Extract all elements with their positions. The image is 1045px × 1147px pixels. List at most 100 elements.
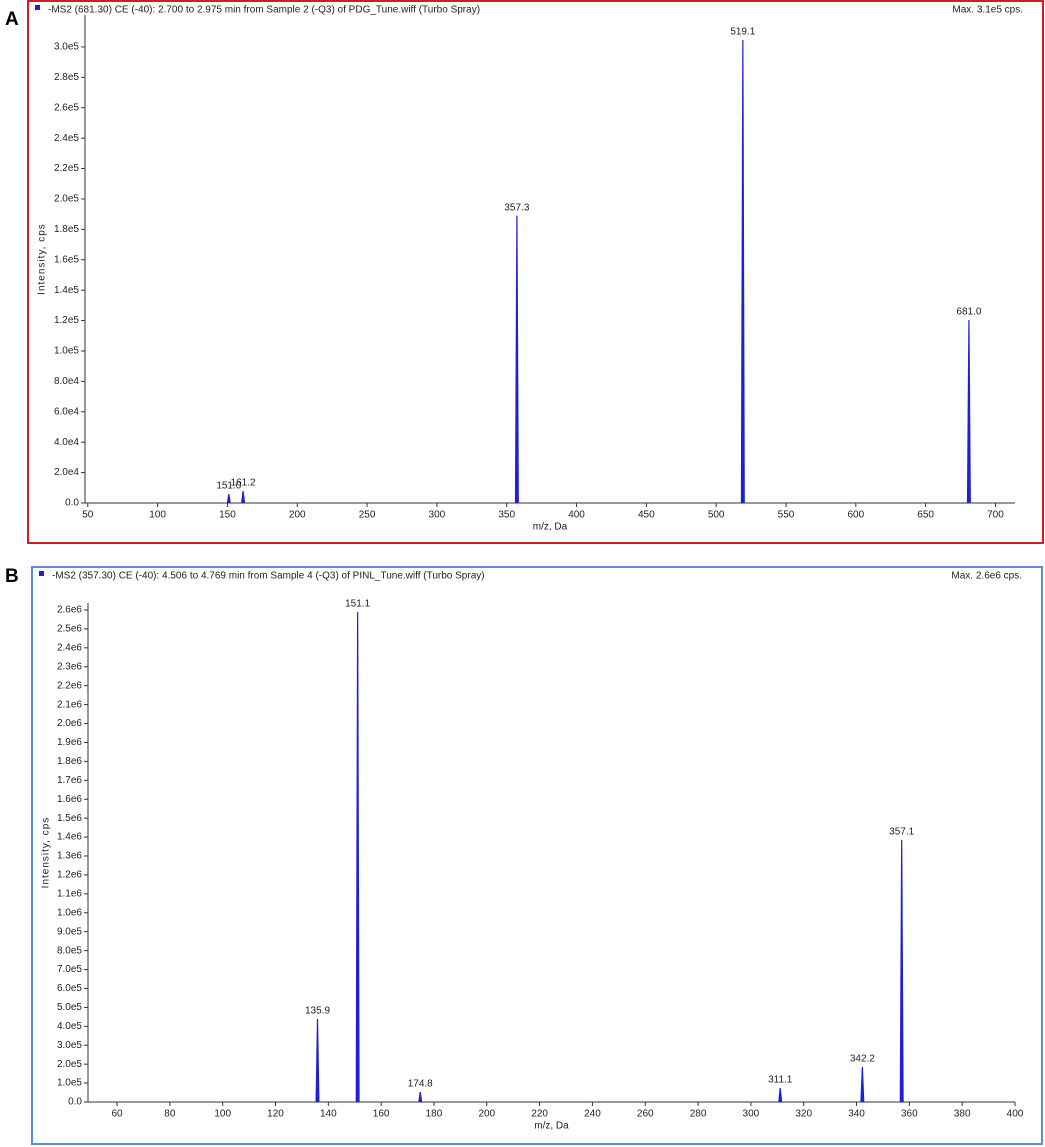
peak-label: 151.1 (345, 599, 370, 610)
peak (355, 611, 360, 1102)
y-tick-label: 2.2e5 (54, 163, 79, 174)
peak-label: 519.1 (730, 27, 755, 38)
y-tick-label: 1.9e6 (57, 737, 82, 748)
y-tick-label: 2.8e5 (54, 72, 79, 83)
x-tick-label: 400 (568, 510, 585, 521)
y-tick-label: 8.0e4 (54, 376, 79, 387)
x-tick-label: 100 (149, 510, 166, 521)
chart-title: -MS2 (357.30) CE (-40): 4.506 to 4.769 m… (52, 571, 485, 582)
peak-label: 311.1 (768, 1075, 793, 1086)
y-tick-label: 3.0e5 (54, 42, 79, 53)
peak (740, 39, 745, 503)
legend-icon (39, 571, 44, 576)
y-tick-label: 1.2e6 (57, 870, 82, 881)
panel-label: B (5, 566, 19, 587)
x-tick-label: 300 (743, 1109, 760, 1120)
peak (514, 215, 519, 503)
x-tick-label: 350 (498, 510, 515, 521)
y-tick-label: 1.3e6 (57, 851, 82, 862)
x-tick-label: 160 (373, 1109, 390, 1120)
x-tick-label: 320 (795, 1109, 812, 1120)
peak-label: 161.2 (231, 478, 256, 489)
x-tick-label: 240 (584, 1109, 601, 1120)
y-tick-label: 4.0e4 (54, 437, 79, 448)
max-label: Max. 2.6e6 cps. (951, 571, 1022, 582)
y-tick-label: 1.8e5 (54, 224, 79, 235)
x-tick-label: 380 (954, 1109, 971, 1120)
y-tick-label: 8.0e5 (57, 945, 82, 956)
y-tick-label: 0.0 (65, 498, 79, 509)
y-tick-label: 2.5e6 (57, 624, 82, 635)
y-tick-label: 0.0 (68, 1097, 82, 1108)
y-tick-label: 1.6e6 (57, 794, 82, 805)
peak-label: 357.1 (889, 827, 914, 838)
y-tick-label: 1.4e5 (54, 285, 79, 296)
x-tick-label: 200 (289, 510, 306, 521)
y-tick-label: 1.7e6 (57, 775, 82, 786)
y-tick-label: 2.4e5 (54, 133, 79, 144)
peak (778, 1087, 783, 1102)
y-axis-label: Intensity, cps (41, 817, 52, 889)
x-tick-label: 500 (708, 510, 725, 521)
panel-label: A (5, 9, 19, 30)
y-tick-label: 1.2e5 (54, 315, 79, 326)
x-tick-label: 360 (901, 1109, 918, 1120)
x-tick-label: 260 (637, 1109, 654, 1120)
y-tick-label: 1.5e6 (57, 813, 82, 824)
x-tick-label: 100 (214, 1109, 231, 1120)
y-tick-label: 2.0e5 (54, 194, 79, 205)
peak (418, 1091, 423, 1102)
x-tick-label: 300 (429, 510, 446, 521)
y-tick-label: 2.3e6 (57, 661, 82, 672)
peak-label: 681.0 (956, 307, 981, 318)
x-tick-label: 80 (164, 1109, 176, 1120)
y-tick-label: 2.4e6 (57, 642, 82, 653)
x-tick-label: 140 (320, 1109, 337, 1120)
peak (860, 1066, 865, 1102)
y-tick-label: 1.4e6 (57, 832, 82, 843)
y-tick-label: 6.0e4 (54, 406, 79, 417)
x-tick-label: 400 (1007, 1109, 1024, 1120)
y-tick-label: 5.0e5 (57, 1002, 82, 1013)
y-tick-label: 2.2e6 (57, 680, 82, 691)
x-tick-label: 220 (531, 1109, 548, 1120)
y-tick-label: 2.0e4 (54, 467, 79, 478)
x-tick-label: 550 (778, 510, 795, 521)
y-tick-label: 2.6e6 (57, 605, 82, 616)
panel-frame (31, 566, 1043, 1145)
peak-label: 342.2 (850, 1054, 875, 1065)
peak (966, 319, 971, 503)
x-tick-label: 250 (359, 510, 376, 521)
x-tick-label: 700 (987, 510, 1004, 521)
y-tick-label: 1.0e5 (57, 1078, 82, 1089)
y-tick-label: 2.0e6 (57, 718, 82, 729)
peak-label: 151.0 (216, 481, 241, 492)
x-tick-label: 180 (426, 1109, 443, 1120)
y-tick-label: 3.0e5 (57, 1040, 82, 1051)
y-tick-label: 1.1e6 (57, 888, 82, 899)
y-tick-label: 7.0e5 (57, 964, 82, 975)
y-axis-label: Intensity, cps (37, 223, 48, 295)
x-axis-label: m/z, Da (534, 1121, 569, 1132)
x-tick-label: 200 (478, 1109, 495, 1120)
max-label: Max. 3.1e5 cps. (952, 5, 1023, 16)
x-tick-label: 600 (847, 510, 864, 521)
x-tick-label: 280 (690, 1109, 707, 1120)
peak-label: 357.3 (504, 202, 529, 213)
chart-title: -MS2 (681.30) CE (-40): 2.700 to 2.975 m… (48, 5, 480, 16)
legend-icon (35, 5, 40, 10)
y-tick-label: 2.1e6 (57, 699, 82, 710)
x-tick-label: 450 (638, 510, 655, 521)
x-tick-label: 150 (219, 510, 236, 521)
y-tick-label: 9.0e5 (57, 926, 82, 937)
peak (315, 1018, 320, 1102)
y-tick-label: 1.6e5 (54, 254, 79, 265)
y-tick-label: 2.6e5 (54, 102, 79, 113)
x-tick-label: 650 (917, 510, 934, 521)
y-tick-label: 2.0e5 (57, 1059, 82, 1070)
x-tick-label: 60 (111, 1109, 123, 1120)
peak (899, 839, 904, 1102)
x-axis-label: m/z, Da (533, 522, 568, 533)
panel-frame (27, 0, 1044, 544)
